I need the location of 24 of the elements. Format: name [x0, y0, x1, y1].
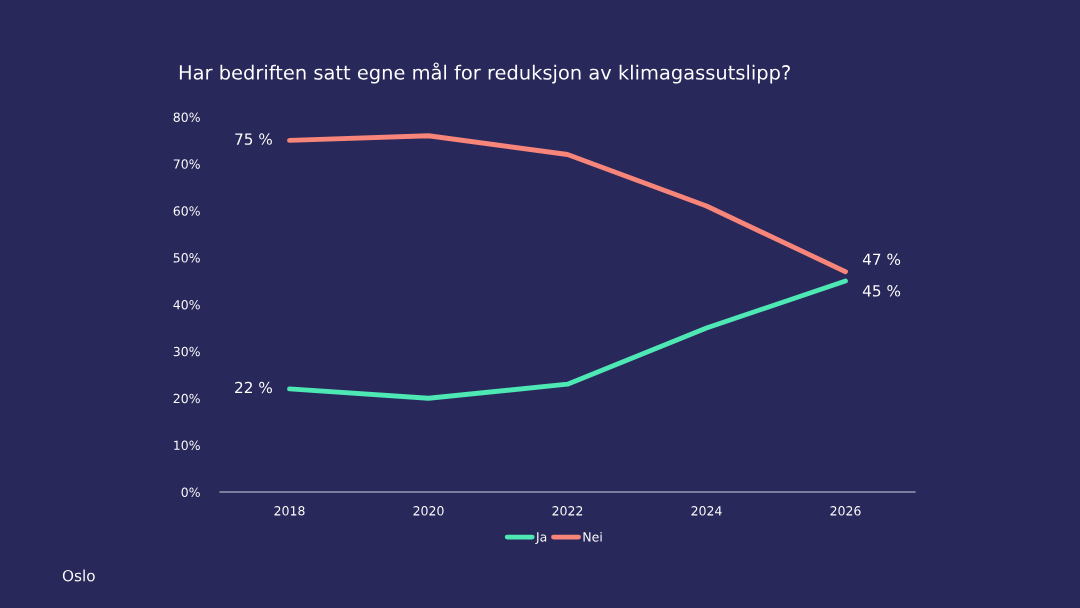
y-tick-label: 60%	[173, 206, 200, 216]
data-label: 75 %	[235, 133, 272, 145]
x-tick-label: 2022	[552, 506, 583, 516]
data-label: 45 %	[862, 285, 901, 297]
y-tick-label: 30%	[173, 346, 200, 357]
legend-label: Nei	[583, 531, 602, 542]
line-series	[287, 133, 848, 275]
y-tick-label: 0%	[181, 487, 200, 497]
y-tick-label: 70%	[173, 159, 200, 169]
legend-label: Ja	[535, 532, 547, 544]
line-series	[287, 278, 848, 401]
y-tick-label: 40%	[173, 299, 200, 310]
x-tick-label: 2020	[413, 506, 444, 516]
x-tick-label: 2026	[830, 506, 861, 516]
y-tick-label: 50%	[173, 253, 200, 263]
y-tick-label: 80%	[173, 112, 200, 122]
y-tick-label: 10%	[174, 440, 200, 451]
chart-title: Har bedriften satt egne mål for reduksjon av klimagassutslipp?	[179, 62, 790, 84]
data-label: 22 %	[235, 381, 272, 394]
data-label: 47 %	[862, 253, 901, 266]
x-tick-label: 2018	[274, 506, 305, 516]
text: Oslo	[62, 569, 95, 582]
x-tick-label: 2024	[691, 506, 722, 516]
y-tick-label: 20%	[173, 393, 200, 404]
